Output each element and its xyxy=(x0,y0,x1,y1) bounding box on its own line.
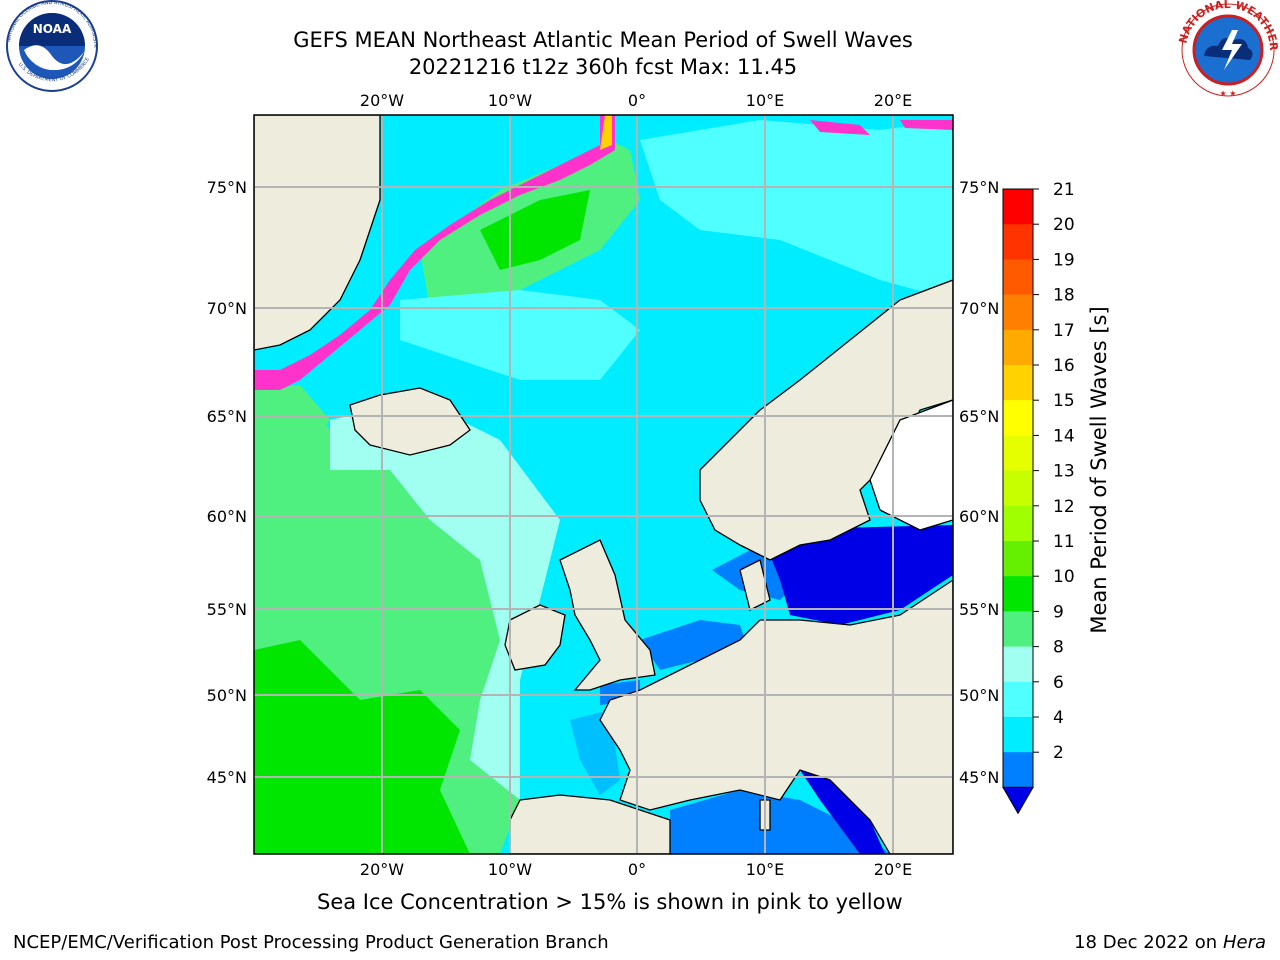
colorbar-band xyxy=(1003,329,1033,366)
lon-label-bottom: 10°W xyxy=(488,860,532,879)
colorbar-tick-label: 10 xyxy=(1053,567,1075,587)
swell-band-10-11 xyxy=(254,640,470,854)
colorbar-band xyxy=(1003,259,1033,296)
chart-title-line1: GEFS MEAN Northeast Atlantic Mean Period… xyxy=(293,28,913,52)
colorbar-tick-label: 12 xyxy=(1053,497,1075,517)
map-frame xyxy=(253,114,954,855)
lat-label-left: 45°N xyxy=(207,768,247,787)
lat-label-left: 50°N xyxy=(207,686,247,705)
map-plot-area xyxy=(254,115,953,854)
lon-label-bottom: 10°E xyxy=(746,860,784,879)
colorbar-tick-label: 16 xyxy=(1053,356,1075,376)
lat-label-left: 75°N xyxy=(207,178,247,197)
lon-label-bottom: 20°E xyxy=(874,860,912,879)
colorbar-tick-label: 9 xyxy=(1053,602,1064,622)
colorbar-tick-label: 20 xyxy=(1053,215,1075,235)
colorbar-band xyxy=(1003,611,1033,648)
swell-band-8-9 xyxy=(330,400,560,800)
lon-label-top: 20°E xyxy=(874,91,912,110)
colorbar-tick-label: 21 xyxy=(1053,180,1075,200)
lat-label-right: 65°N xyxy=(959,407,999,426)
colorbar-tick-label: 13 xyxy=(1053,462,1075,482)
sea-ice-note: Sea Ice Concentration > 15% is shown in … xyxy=(317,890,903,914)
colorbar-tick-label: 19 xyxy=(1053,250,1075,270)
lat-label-right: 75°N xyxy=(959,178,999,197)
lat-label-right: 55°N xyxy=(959,600,999,619)
colorbar-under-arrow xyxy=(1002,786,1034,815)
colorbar-band xyxy=(1003,541,1033,577)
lon-label-bottom: 0° xyxy=(628,860,646,879)
colorbar-tick-label: 15 xyxy=(1053,391,1075,411)
nws-logo: NATIONAL WEATHER SERVICE ★ ★ xyxy=(1176,0,1280,98)
colorbar-label: Mean Period of Swell Waves [s] xyxy=(1087,306,1111,633)
lon-label-top: 10°E xyxy=(746,91,784,110)
lat-label-left: 60°N xyxy=(207,507,247,526)
colorbar-band xyxy=(1003,576,1033,612)
land xyxy=(254,115,953,854)
colorbar-tick-label: 2 xyxy=(1053,743,1064,763)
colorbar: 21 20 19 18 17 16 15 14 13 12 11 10 9 8 6 4 2 xyxy=(1002,180,1075,815)
colorbar-tick-label: 18 xyxy=(1053,286,1075,306)
colorbar-band xyxy=(1003,505,1033,542)
lon-label-top: 10°W xyxy=(488,91,532,110)
colorbar-tick-label: 17 xyxy=(1053,321,1075,341)
colorbar-band xyxy=(1003,365,1033,401)
colorbar-tick-label: 6 xyxy=(1053,673,1064,693)
colorbar-band xyxy=(1003,224,1033,260)
colorbar-tick-label: 8 xyxy=(1053,638,1064,658)
svg-text:★ ★: ★ ★ xyxy=(1220,89,1237,98)
svg-text:NOAA: NOAA xyxy=(33,22,72,36)
lat-label-left: 55°N xyxy=(207,600,247,619)
sea-ice-edge xyxy=(254,115,615,390)
footer-host: Hera xyxy=(1222,932,1266,953)
lat-label-right: 70°N xyxy=(959,299,999,318)
lon-label-top: 0° xyxy=(628,91,646,110)
lon-label-top: 20°W xyxy=(360,91,404,110)
lat-label-right: 60°N xyxy=(959,507,999,526)
colorbar-band xyxy=(1003,294,1033,331)
lon-label-bottom: 20°W xyxy=(360,860,404,879)
colorbar-band xyxy=(1003,681,1033,718)
colorbar-band xyxy=(1003,646,1033,683)
swell-band-2-4 xyxy=(640,620,745,670)
colorbar-band xyxy=(1003,435,1033,472)
colorbar-band xyxy=(1003,717,1033,753)
colorbar-band xyxy=(1003,400,1033,436)
colorbar-band xyxy=(1003,189,1033,225)
colorbar-tick-label: 11 xyxy=(1053,532,1075,552)
footer-date: 18 Dec 2022 on Hera xyxy=(1074,932,1266,953)
colorbar-band xyxy=(1003,470,1033,507)
footer-branch: NCEP/EMC/Verification Post Processing Pr… xyxy=(13,932,609,953)
colorbar-frame xyxy=(1002,188,1034,788)
lat-label-right: 45°N xyxy=(959,768,999,787)
lat-label-right: 50°N xyxy=(959,686,999,705)
footer-date-text: 18 Dec 2022 on xyxy=(1074,932,1218,953)
noaa-logo: NOAA NATIONAL OCEANIC AND ATMOSPHERIC AD… xyxy=(0,0,98,92)
chart-title-line2: 20221216 t12z 360h fcst Max: 11.45 xyxy=(408,55,798,79)
colorbar-tick-label: 14 xyxy=(1053,426,1075,446)
colorbar-band xyxy=(1003,752,1033,788)
graticule xyxy=(254,115,953,854)
lat-label-left: 70°N xyxy=(207,299,247,318)
lat-label-left: 65°N xyxy=(207,407,247,426)
colorbar-tick-label: 4 xyxy=(1053,708,1064,728)
swell-band-below-2 xyxy=(760,525,953,625)
